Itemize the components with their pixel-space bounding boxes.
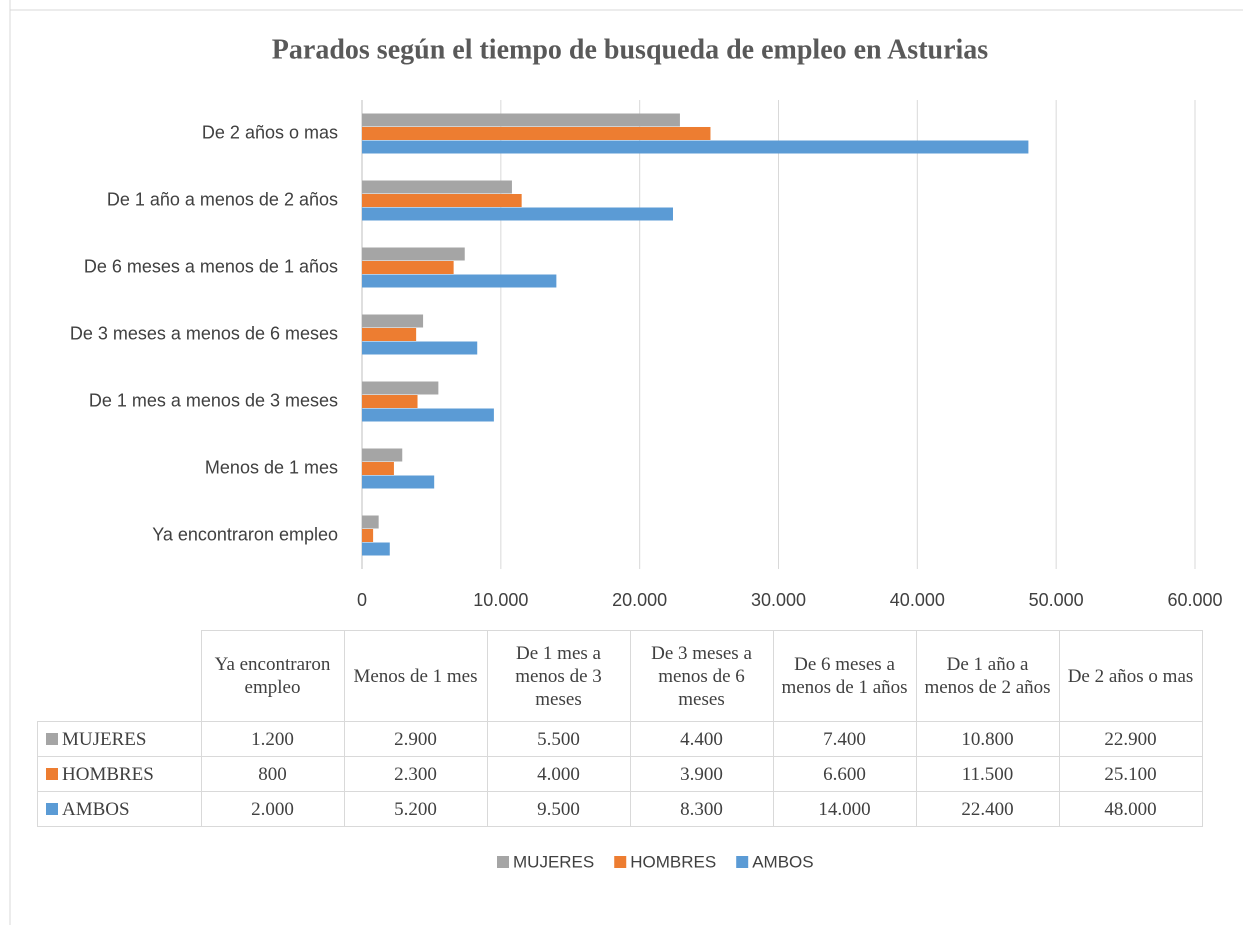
bar [362,462,394,475]
y-tick-label: De 6 meses a menos de 1 años [84,256,338,276]
table-cell: 4.400 [629,721,774,757]
bar [362,408,494,422]
table-cell: 2.000 [200,791,345,827]
table-series-name: AMBOS [62,798,130,820]
y-tick-label: De 2 años o mas [202,122,338,142]
table-header-cell: De 1 mes a menos de 3 meses [486,630,631,722]
y-tick-label: Menos de 1 mes [205,457,338,477]
table-header-cell: De 2 años o mas [1058,630,1203,722]
legend-swatch [497,856,509,868]
table-cell: 10.800 [915,721,1060,757]
table-header-row: Ya encontraron empleo Menos de 1 mes De 1 … [38,630,1203,722]
x-tick-label: 40.000 [890,590,945,610]
legend-key [46,767,58,780]
bar [362,475,435,489]
legend-swatch [736,856,749,868]
table-cell: 800 [200,756,345,792]
bar [362,529,374,542]
legend-key [46,732,58,745]
bar [362,314,424,328]
table-cell: 48.000 [1058,791,1203,827]
legend-key [46,802,58,815]
x-tick-label: 0 [357,590,367,610]
table-header-cell: De 1 año a menos de 2 años [915,630,1060,722]
table-cell: 8.300 [629,791,774,827]
table-row: HOMBRES 800 2.300 4.000 3.900 6.600 11.500 25.1… [37,756,1203,792]
bar [362,261,454,274]
bar [362,194,522,207]
y-tick-label: De 1 año a menos de 2 años [107,189,338,209]
x-tick-label: 50.000 [1029,590,1084,610]
table-series-name: MUJERES [62,728,147,750]
table-cell: 9.500 [486,791,631,827]
bar [362,515,379,529]
bar [362,395,418,408]
bar [362,542,390,556]
bar [362,207,673,221]
table-cell: 6.600 [772,756,917,792]
table-cell: 5.200 [343,791,488,827]
table-corner [38,631,202,722]
y-tick-label: Ya encontraron empleo [152,524,338,544]
legend-label: MUJERES [513,852,594,871]
y-tick-label: De 3 meses a menos de 6 meses [70,323,338,343]
table-row: MUJERES 1.200 2.900 5.500 4.400 7.400 10.800 22… [37,721,1203,757]
table-cell: 22.900 [1058,721,1203,757]
table-cell: 25.100 [1058,756,1203,792]
bar [362,341,478,355]
table-header-cell: De 3 meses a menos de 6 meses [629,630,774,722]
x-tick-label: 30.000 [751,590,806,610]
table-cell: 2.900 [343,721,488,757]
table-header-cell: Ya encontraron empleo [200,630,345,722]
x-tick-label: 20.000 [612,590,667,610]
legend-label: HOMBRES [630,852,716,871]
table-series-name: HOMBRES [62,763,154,785]
table-series-label: HOMBRES [37,756,202,792]
legend-swatch [614,856,627,868]
chart-title: Parados según el tiempo de busqueda de e… [272,34,988,65]
bar [362,328,417,341]
table-row: AMBOS 2.000 5.200 9.500 8.300 14.000 22.400 48.… [37,791,1203,827]
table-cell: 3.900 [629,756,774,792]
table-cell: 22.400 [915,791,1060,827]
bar [362,247,465,261]
bar [362,274,557,288]
bar [362,113,680,127]
table-cell: 11.500 [915,756,1060,792]
table-cell: 4.000 [486,756,631,792]
bar [362,381,439,395]
data-table: Ya encontraron empleo Menos de 1 mes De 1 … [37,630,1203,827]
table-series-label: AMBOS [37,791,202,827]
table-series-label: MUJERES [37,721,202,757]
table-header-cell: Menos de 1 mes [343,630,488,722]
bar [362,180,512,194]
x-tick-label: 60.000 [1167,590,1222,610]
bar [362,140,1029,154]
x-tick-label: 10.000 [473,590,528,610]
bar [362,127,711,140]
y-tick-label: De 1 mes a menos de 3 meses [89,390,338,410]
table-header-cell: De 6 meses a menos de 1 años [772,630,917,722]
bar [362,448,403,462]
table-cell: 5.500 [486,721,631,757]
table-cell: 2.300 [343,756,488,792]
table-cell: 1.200 [200,721,345,757]
table-cell: 14.000 [772,791,917,827]
table-cell: 7.400 [772,721,917,757]
legend-label: AMBOS [752,852,813,871]
